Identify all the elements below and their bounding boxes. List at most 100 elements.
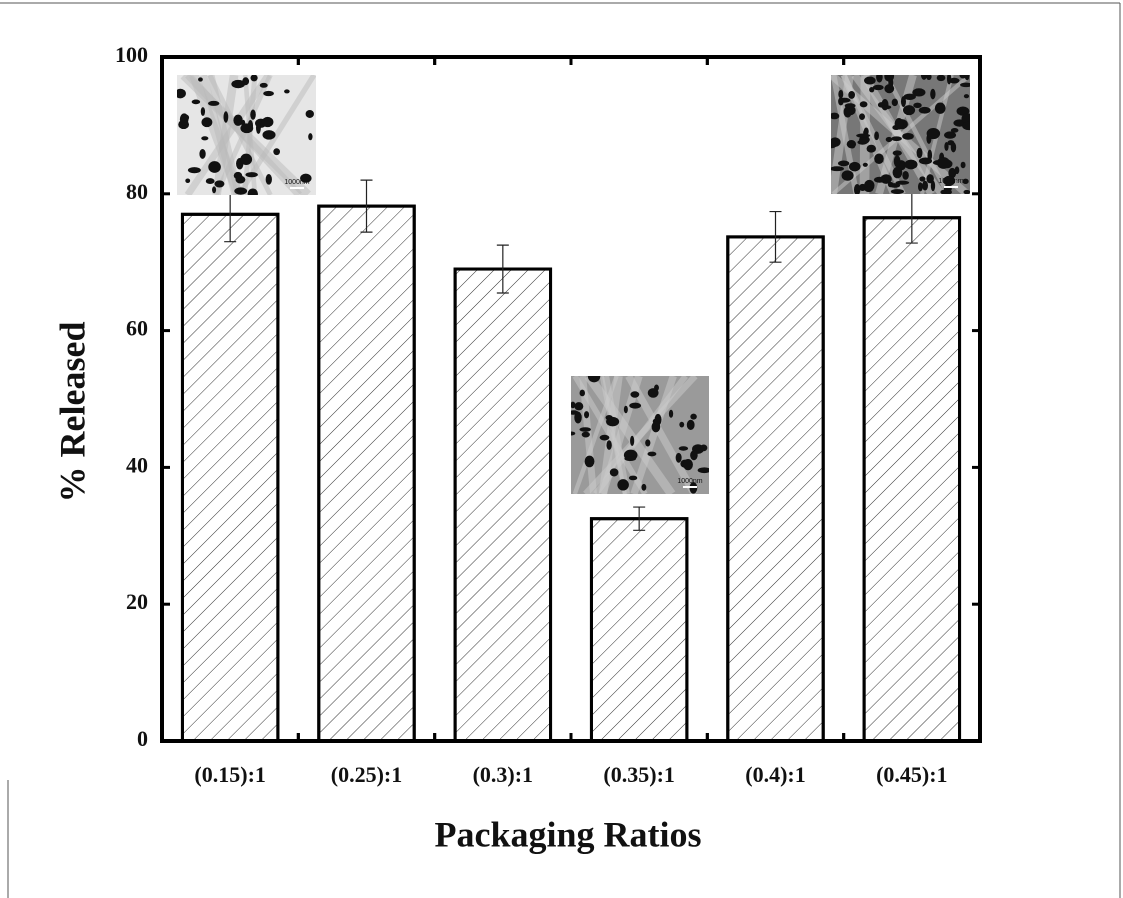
- inset-particle: [917, 148, 923, 158]
- x-tick-label: (0.15):1: [194, 762, 265, 787]
- inset-particle: [308, 133, 312, 140]
- inset-particle: [306, 110, 314, 118]
- inset-particle: [830, 166, 844, 171]
- inset-particle: [867, 145, 876, 153]
- inset-particle: [895, 118, 904, 130]
- inset-particle: [944, 185, 952, 193]
- inset-image: 1000nm: [175, 74, 316, 199]
- inset-particle: [845, 103, 856, 108]
- inset-particle: [629, 476, 637, 481]
- inset-particle: [863, 163, 868, 167]
- inset-particle: [921, 71, 927, 80]
- inset-particle: [915, 89, 919, 95]
- inset-particle: [223, 111, 228, 122]
- inset-particle: [904, 160, 917, 170]
- bar-hatch: [864, 218, 959, 741]
- x-tick-label: (0.4):1: [745, 762, 805, 787]
- plot: 020406080100(0.15):1(0.25):1(0.3):1(0.35…: [115, 42, 980, 787]
- y-tick-label: 0: [137, 726, 148, 751]
- inset-scale-label: 1000nm: [284, 179, 309, 186]
- inset-particle: [891, 136, 902, 141]
- inset-particle: [208, 101, 219, 106]
- inset-particle: [574, 402, 583, 410]
- y-tick-label: 100: [115, 42, 148, 67]
- inset-particle: [585, 456, 595, 468]
- inset-particle: [624, 456, 636, 461]
- inset-particle: [902, 133, 914, 140]
- inset-particle: [582, 432, 590, 438]
- inset-particle: [902, 171, 909, 180]
- x-tick-label: (0.3):1: [473, 762, 533, 787]
- inset-particle: [679, 422, 684, 428]
- inset-particle: [913, 103, 921, 108]
- inset-particle: [919, 158, 932, 165]
- inset-particle: [579, 427, 591, 432]
- inset-particle: [838, 161, 849, 167]
- inset-particle: [180, 113, 189, 125]
- inset-particle: [886, 137, 892, 142]
- inset-particle: [838, 97, 844, 105]
- inset-particle: [947, 73, 951, 84]
- bar-hatch: [455, 269, 550, 741]
- inset-particle: [901, 96, 906, 107]
- inset-particle: [284, 89, 290, 93]
- inset-particle: [961, 162, 966, 169]
- bar-hatch: [182, 214, 277, 741]
- inset-particle: [960, 83, 972, 88]
- inset-particle: [208, 161, 221, 173]
- inset-particle: [930, 89, 935, 100]
- inset-particle: [266, 174, 272, 185]
- inset-particle: [600, 435, 610, 441]
- inset-particle: [250, 110, 256, 120]
- inset-particle: [201, 107, 205, 116]
- inset-particle: [935, 103, 946, 114]
- inset-particle: [201, 136, 208, 140]
- inset-image: 1000nm: [567, 370, 711, 494]
- inset-particle: [951, 128, 959, 133]
- y-tick-label: 40: [126, 452, 148, 477]
- inset-particle: [859, 113, 865, 120]
- inset-particle: [690, 450, 698, 460]
- inset-particle: [645, 439, 650, 446]
- inset-particle: [842, 170, 854, 180]
- inset-particle: [188, 167, 201, 173]
- inset-particle: [963, 190, 970, 194]
- inset-particle: [964, 94, 969, 98]
- inset-particle: [240, 123, 253, 133]
- inset-particle: [580, 390, 585, 397]
- inset-particle: [260, 83, 268, 88]
- inset-particle: [848, 91, 855, 99]
- inset-particle: [679, 446, 688, 450]
- inset-image: 1000nm: [826, 71, 976, 195]
- inset-particle: [903, 105, 915, 115]
- inset-particle: [683, 459, 693, 470]
- inset-particle: [175, 89, 186, 99]
- inset-particle: [212, 186, 216, 193]
- inset-particle: [245, 172, 257, 177]
- inset-particle: [584, 411, 589, 418]
- inset-particle: [233, 115, 242, 126]
- inset-particle: [630, 391, 639, 397]
- inset-particle: [569, 410, 579, 415]
- inset-particle: [854, 184, 860, 195]
- inset-particle: [630, 436, 634, 446]
- y-tick-label: 20: [126, 589, 148, 614]
- inset-particle: [567, 431, 576, 435]
- inset-particle: [235, 176, 245, 184]
- inset-particle: [926, 73, 931, 80]
- inset-particle: [890, 183, 901, 188]
- inset-particle: [944, 142, 948, 151]
- inset-particle: [919, 107, 931, 114]
- inset-particle: [951, 142, 956, 152]
- inset-particle: [874, 177, 885, 183]
- inset-particle: [256, 122, 261, 134]
- inset-particle: [206, 178, 215, 184]
- inset-particle: [606, 440, 611, 450]
- inset-particle: [850, 144, 855, 149]
- inset-particle: [201, 117, 212, 127]
- inset-scale-label: 1000nm: [677, 478, 702, 485]
- inset-particle: [922, 181, 928, 191]
- inset-particle: [962, 122, 976, 131]
- inset-particle: [648, 388, 659, 398]
- bar-hatch: [728, 237, 823, 741]
